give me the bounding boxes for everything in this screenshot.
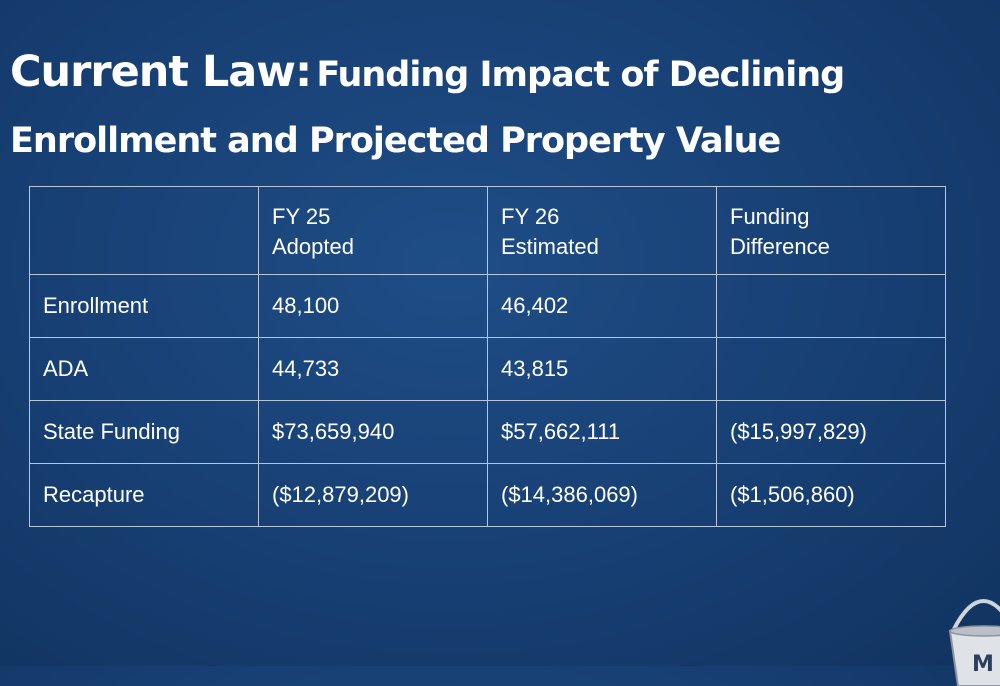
header-fy25-line2: Adopted bbox=[272, 234, 354, 259]
header-cell-fy25: FY 25 Adopted bbox=[258, 186, 488, 275]
table-row: ADA 44,733 43,815 bbox=[29, 337, 946, 401]
header-cell-empty bbox=[29, 186, 259, 275]
row-label: Enrollment bbox=[29, 274, 259, 338]
header-fy26-line1: FY 26 bbox=[501, 204, 560, 229]
slide-title: Current Law: Funding Impact of Declining… bbox=[10, 42, 995, 171]
difference-value bbox=[716, 274, 946, 338]
bucket-letter: M bbox=[972, 652, 994, 677]
fy26-value: 43,815 bbox=[487, 337, 717, 401]
title-line-1: Current Law: Funding Impact of Declining bbox=[10, 42, 995, 111]
table-row: State Funding $73,659,940 $57,662,111 ($… bbox=[29, 400, 946, 464]
header-cell-difference: Funding Difference bbox=[716, 186, 946, 275]
fy26-value: 46,402 bbox=[487, 274, 717, 338]
difference-value bbox=[716, 337, 946, 401]
title-rest: Funding Impact of Declining bbox=[316, 55, 845, 95]
table-header-row: FY 25 Adopted FY 26 Estimated Funding Di… bbox=[29, 186, 946, 275]
row-label: State Funding bbox=[29, 400, 259, 464]
fy25-value: $73,659,940 bbox=[258, 400, 488, 464]
title-lead: Current Law: bbox=[10, 47, 312, 97]
slide: Current Law: Funding Impact of Declining… bbox=[10, 42, 1000, 686]
difference-value: ($1,506,860) bbox=[716, 463, 946, 527]
fy25-value: ($12,879,209) bbox=[258, 463, 488, 527]
difference-value: ($15,997,829) bbox=[716, 400, 946, 464]
table-row: Recapture ($12,879,209) ($14,386,069) ($… bbox=[29, 463, 946, 527]
fy26-value: ($14,386,069) bbox=[487, 463, 717, 527]
fy25-value: 48,100 bbox=[258, 274, 488, 338]
bucket-icon: M bbox=[948, 599, 1000, 686]
header-fy26-line2: Estimated bbox=[501, 234, 599, 259]
funding-table: FY 25 Adopted FY 26 Estimated Funding Di… bbox=[29, 186, 946, 527]
fy25-value: 44,733 bbox=[258, 337, 488, 401]
fy26-value: $57,662,111 bbox=[487, 400, 717, 464]
header-cell-fy26: FY 26 Estimated bbox=[487, 186, 717, 275]
header-difference-line2: Difference bbox=[730, 234, 830, 259]
table-row: Enrollment 48,100 46,402 bbox=[29, 274, 946, 338]
header-fy25-line1: FY 25 bbox=[272, 204, 331, 229]
row-label: ADA bbox=[29, 337, 259, 401]
title-line-2: Enrollment and Projected Property Value bbox=[10, 121, 781, 161]
header-difference-line1: Funding bbox=[730, 204, 810, 229]
row-label: Recapture bbox=[29, 463, 259, 527]
